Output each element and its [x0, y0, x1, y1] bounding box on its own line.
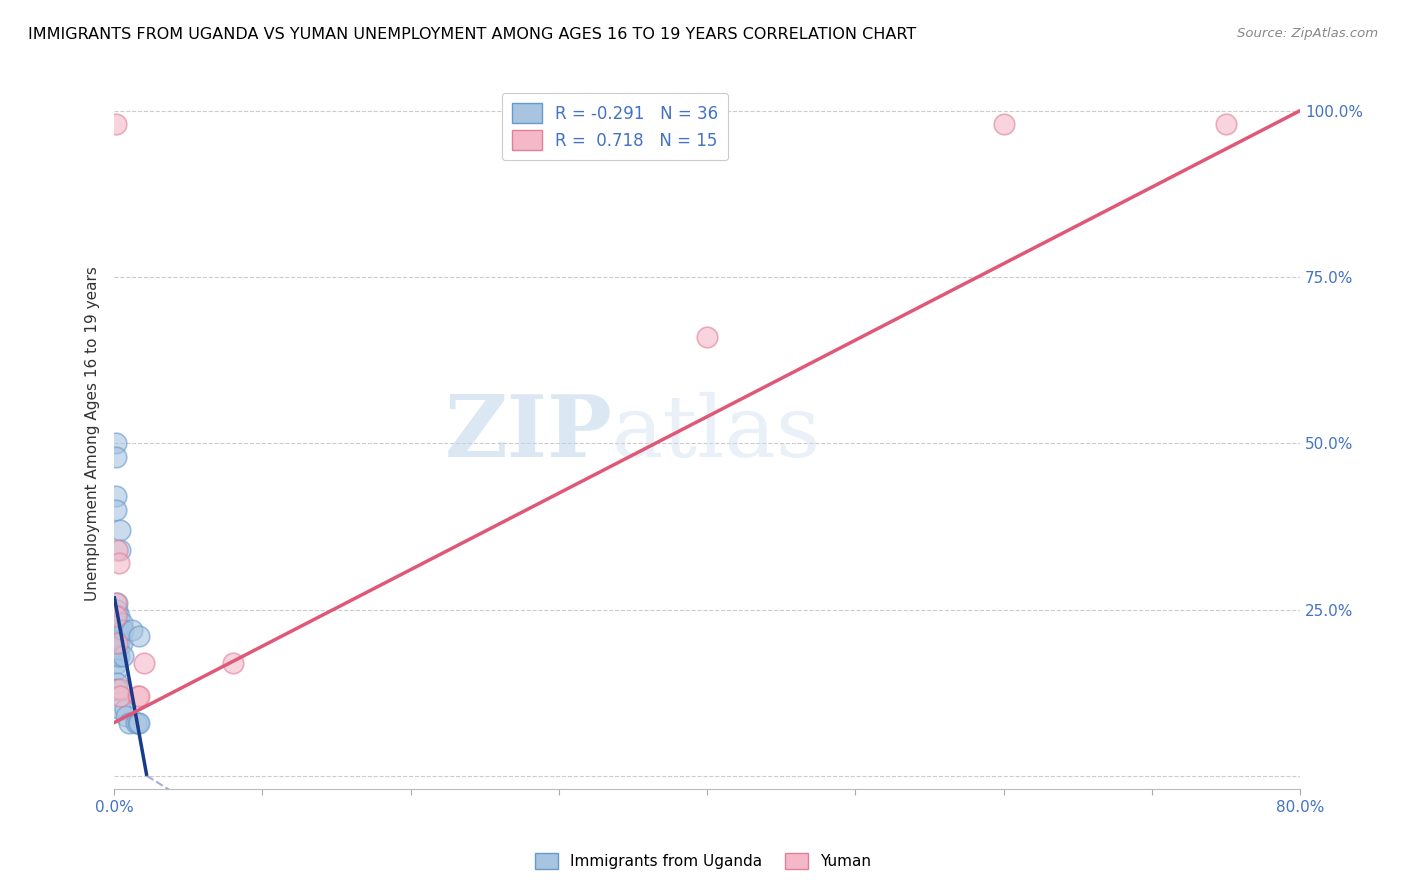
Point — [121, 623, 143, 637]
Point — [105, 629, 128, 643]
Point — [105, 636, 128, 650]
Point — [118, 715, 141, 730]
Point — [107, 636, 129, 650]
Point — [105, 662, 128, 676]
Point — [108, 542, 131, 557]
Point — [114, 702, 136, 716]
Point — [104, 609, 127, 624]
Point — [108, 523, 131, 537]
Point — [128, 629, 150, 643]
Point — [115, 709, 138, 723]
Point — [105, 656, 128, 670]
Y-axis label: Unemployment Among Ages 16 to 19 years: Unemployment Among Ages 16 to 19 years — [86, 266, 100, 600]
Point — [104, 450, 127, 464]
Legend: R = -0.291   N = 36, R =  0.718   N = 15: R = -0.291 N = 36, R = 0.718 N = 15 — [502, 93, 728, 161]
Point — [1215, 117, 1237, 131]
Point — [132, 656, 155, 670]
Text: atlas: atlas — [612, 392, 821, 475]
Point — [112, 623, 135, 637]
Point — [107, 623, 129, 637]
Point — [107, 649, 129, 664]
Text: Source: ZipAtlas.com: Source: ZipAtlas.com — [1237, 27, 1378, 40]
Point — [105, 675, 128, 690]
Point — [105, 649, 128, 664]
Point — [125, 715, 148, 730]
Point — [105, 642, 128, 657]
Point — [104, 436, 127, 450]
Point — [105, 615, 128, 630]
Legend: Immigrants from Uganda, Yuman: Immigrants from Uganda, Yuman — [529, 847, 877, 875]
Point — [104, 596, 127, 610]
Point — [110, 615, 132, 630]
Point — [112, 649, 135, 664]
Point — [105, 596, 128, 610]
Point — [104, 490, 127, 504]
Point — [105, 682, 128, 697]
Point — [105, 636, 128, 650]
Point — [993, 117, 1015, 131]
Point — [128, 715, 150, 730]
Text: IMMIGRANTS FROM UGANDA VS YUMAN UNEMPLOYMENT AMONG AGES 16 TO 19 YEARS CORRELATI: IMMIGRANTS FROM UGANDA VS YUMAN UNEMPLOY… — [28, 27, 917, 42]
Point — [105, 542, 128, 557]
Point — [105, 602, 128, 616]
Point — [127, 715, 149, 730]
Point — [128, 689, 150, 703]
Point — [110, 636, 132, 650]
Point — [105, 623, 128, 637]
Point — [108, 689, 131, 703]
Point — [105, 609, 128, 624]
Point — [108, 682, 131, 697]
Point — [108, 702, 131, 716]
Point — [696, 330, 718, 344]
Point — [104, 503, 127, 517]
Point — [222, 656, 245, 670]
Point — [107, 556, 129, 570]
Point — [107, 609, 129, 624]
Point — [127, 689, 149, 703]
Point — [104, 117, 127, 131]
Text: ZIP: ZIP — [444, 392, 612, 475]
